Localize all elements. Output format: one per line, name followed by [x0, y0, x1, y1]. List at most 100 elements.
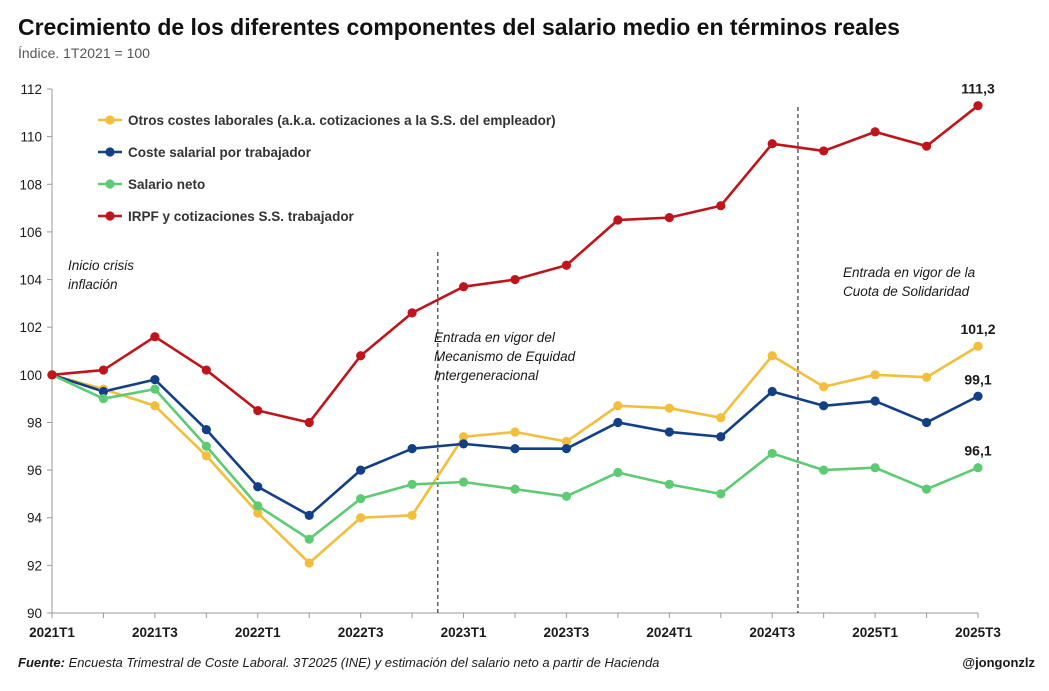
legend-label: Coste salarial por trabajador: [128, 145, 312, 160]
x-tick-label: 2022T3: [338, 625, 384, 640]
data-point: [973, 341, 983, 351]
data-point: [407, 308, 417, 318]
data-point: [973, 101, 983, 111]
data-point: [407, 444, 417, 454]
x-tick-label: 2025T3: [955, 625, 1001, 640]
data-point: [613, 401, 623, 411]
data-point: [253, 405, 263, 416]
legend-label: IRPF y cotizaciones S.S. trabajador: [128, 209, 355, 224]
x-tick-label: 2021T1: [29, 625, 75, 640]
data-point: [356, 465, 366, 475]
data-point: [458, 439, 469, 449]
data-point: [819, 146, 829, 156]
data-point: [921, 141, 932, 151]
data-point: [613, 215, 623, 225]
x-tick-label: 2025T1: [852, 625, 898, 640]
data-point: [356, 351, 366, 361]
data-point: [510, 484, 520, 494]
data-point: [98, 394, 109, 404]
data-point: [98, 386, 109, 397]
x-tick-label: 2023T3: [544, 625, 590, 640]
data-point: [253, 501, 263, 511]
y-tick-label: 100: [19, 368, 42, 383]
data-point: [561, 260, 572, 270]
data-point: [767, 351, 777, 361]
y-tick-label: 90: [27, 606, 42, 621]
y-tick-label: 112: [20, 82, 42, 97]
legend-marker: [105, 147, 115, 157]
chart-subtitle: Índice. 1T2021 = 100: [18, 45, 150, 61]
data-point: [664, 479, 674, 489]
x-tick-label: 2021T3: [132, 625, 178, 640]
data-point: [407, 510, 417, 520]
x-tick-label: 2022T1: [235, 625, 281, 640]
data-point: [870, 396, 880, 406]
data-point: [819, 465, 829, 475]
annotation-text: Entrada en vigor de la: [843, 265, 976, 280]
y-tick-label: 98: [27, 415, 42, 430]
data-point: [819, 401, 829, 411]
data-point: [304, 510, 314, 520]
annotation-text: Mecanismo de Equidad: [434, 349, 576, 364]
data-point: [356, 513, 366, 523]
series-line: [51, 373, 979, 541]
data-point: [150, 332, 160, 342]
data-point: [510, 427, 520, 437]
data-point: [458, 432, 469, 442]
source-label: Fuente:: [18, 655, 65, 670]
data-point: [458, 282, 469, 292]
y-tick-label: 108: [19, 177, 42, 192]
data-point: [561, 444, 572, 454]
data-point: [664, 213, 674, 223]
annotation-text: Cuota de Solidaridad: [843, 284, 970, 299]
data-point: [921, 417, 932, 428]
data-point: [561, 491, 572, 501]
data-point: [613, 467, 623, 478]
legend-marker: [105, 179, 115, 189]
y-tick-label: 104: [19, 273, 42, 288]
data-point: [150, 374, 160, 385]
data-point: [921, 484, 932, 494]
data-point: [870, 370, 880, 380]
data-point: [767, 448, 777, 459]
annotation-text: Intergeneracional: [434, 368, 539, 383]
data-point: [150, 401, 160, 411]
data-point: [150, 384, 160, 394]
data-point: [253, 482, 263, 492]
legend-marker: [105, 211, 115, 221]
data-point: [767, 139, 777, 149]
data-point: [304, 417, 314, 428]
annotation-text: Inicio crisis: [68, 258, 134, 273]
data-point: [613, 417, 623, 428]
annotation-text: Entrada en vigor del: [434, 330, 556, 345]
end-value-label: 96,1: [964, 443, 991, 459]
data-point: [767, 386, 777, 397]
data-point: [510, 444, 520, 454]
author-handle: @jongonzlz: [962, 655, 1035, 670]
y-tick-label: 94: [27, 511, 43, 526]
data-point: [716, 413, 726, 423]
data-point: [201, 451, 211, 461]
data-point: [458, 477, 469, 487]
data-point: [201, 441, 211, 451]
data-point: [973, 391, 983, 401]
data-point: [253, 508, 263, 518]
source-text: Encuesta Trimestral de Coste Laboral. 3T…: [68, 655, 660, 670]
y-tick-label: 110: [20, 130, 42, 145]
data-point: [47, 370, 57, 380]
end-value-label: 111,3: [961, 81, 995, 97]
y-tick-label: 102: [19, 320, 42, 335]
data-point: [870, 463, 880, 473]
legend-label: Otros costes laborales (a.k.a. cotizacio…: [128, 113, 556, 128]
data-point: [716, 489, 726, 499]
y-tick-label: 92: [27, 558, 42, 573]
data-point: [304, 534, 314, 544]
data-point: [870, 127, 880, 137]
data-point: [304, 558, 314, 568]
y-tick-label: 106: [19, 225, 42, 240]
end-value-label: 99,1: [964, 371, 991, 387]
data-point: [716, 201, 726, 211]
legend-label: Salario neto: [128, 177, 205, 192]
x-tick-label: 2024T3: [749, 625, 795, 640]
